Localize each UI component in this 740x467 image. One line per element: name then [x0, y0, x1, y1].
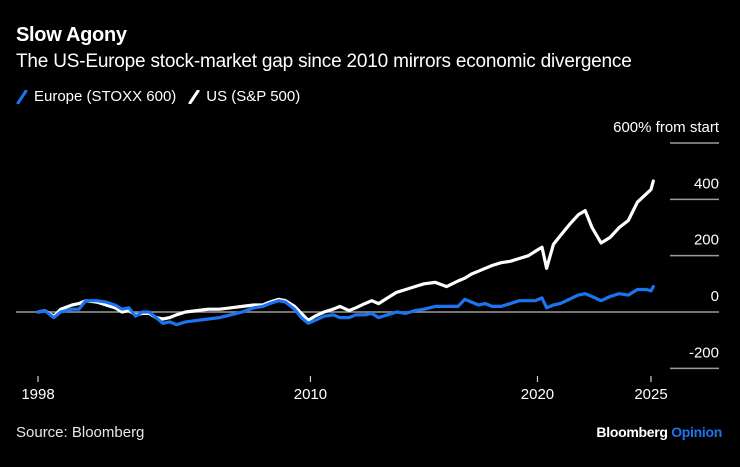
y-tick-label: 200: [694, 232, 719, 249]
y-tick-label: 0: [711, 288, 719, 305]
source-note: Source: Bloomberg: [16, 424, 145, 441]
x-tick-label: 2010: [294, 386, 327, 403]
brand-main: Bloomberg: [596, 424, 668, 440]
brand-logo: Bloomberg Opinion: [596, 424, 722, 440]
legend-label-europe: Europe (STOXX 600): [34, 88, 177, 105]
y-tick-label: 400: [694, 175, 719, 192]
y-tick-label: 600% from start: [613, 119, 720, 136]
series-lines: [36, 179, 655, 327]
chart-subtitle: The US-Europe stock-market gap since 201…: [16, 51, 632, 72]
series-line-us: [36, 179, 655, 322]
chart-title: Slow Agony: [16, 24, 127, 46]
legend-item-europe: Europe (STOXX 600): [16, 88, 176, 105]
legend: Europe (STOXX 600) US (S&P 500): [16, 88, 312, 105]
legend-label-us: US (S&P 500): [206, 88, 301, 105]
legend-item-us: US (S&P 500): [188, 88, 300, 105]
x-tick-label: 2020: [521, 386, 554, 403]
series-line-europe: [36, 285, 655, 327]
legend-swatch-europe: [16, 89, 28, 104]
gridlines: 600% from start 400 200 0 -200: [16, 119, 720, 370]
x-axis: 1998 2010 2020 2025: [21, 376, 668, 403]
x-tick-label: 1998: [21, 386, 54, 403]
legend-swatch-us: [188, 89, 200, 104]
y-tick-label: -200: [689, 344, 719, 361]
brand-accent: Opinion: [671, 424, 722, 440]
x-tick-label: 2025: [634, 386, 667, 403]
